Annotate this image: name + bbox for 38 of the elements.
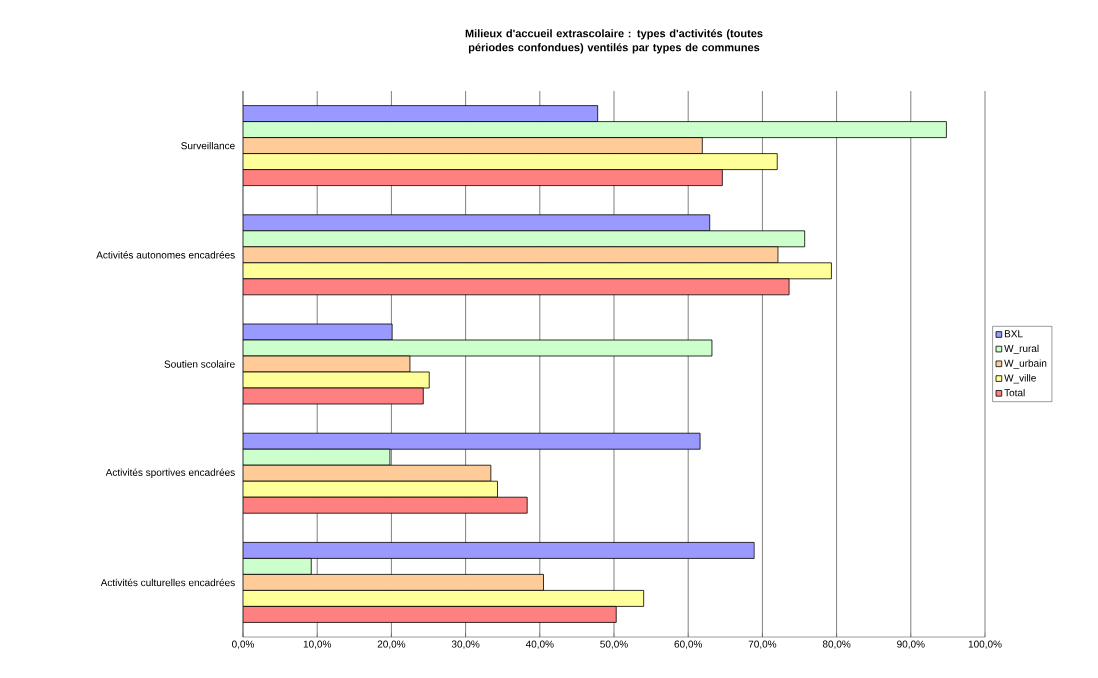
bar [243,574,544,591]
x-tick-label: 0,0% [231,640,255,649]
legend-label: W_rural [1004,344,1039,354]
bar [243,558,312,575]
x-tick-label: 40,0% [525,640,554,649]
x-tick-label: 80,0% [822,640,851,649]
y-tick-label: Activités culturelles encadrées [100,578,235,587]
bar [243,542,755,559]
y-tick-label: Surveillance [181,141,235,150]
x-tick-label: 70,0% [748,640,777,649]
bar [243,432,701,450]
legend-label: BXL [1004,330,1023,338]
bar [243,137,703,154]
legend-label: W_ville [1004,374,1036,384]
x-tick-label: 30,0% [451,640,480,649]
x-tick-label: 10,0% [303,640,332,649]
y-tick-label: Soutien scolaire [164,360,235,368]
y-tick-label: Activités autonomes encadrées [96,251,235,259]
bar [243,262,832,280]
bar [243,214,711,232]
bar [243,464,492,482]
bar [243,590,645,607]
bar [243,448,391,466]
bar [243,121,947,138]
chart-title: Milieux d'accueil extrascolaire : types d'activités (toutes périodes confondues) ventilés par types de communes [465,29,763,54]
bar [243,246,779,264]
x-tick-label: 100,0% [968,640,1002,649]
legend-label: W_urbain [1004,359,1047,369]
x-tick-label: 90,0% [897,640,925,649]
legend-label: Total [1004,388,1025,397]
bar [243,230,806,248]
y-tick-label: Activités sportives encadrées [105,468,235,478]
bar [243,153,778,171]
x-tick-label: 60,0% [674,640,703,649]
bar [243,105,599,123]
bar [243,480,498,498]
x-tick-label: 20,0% [377,640,406,649]
x-tick-label: 50,0% [600,640,628,649]
